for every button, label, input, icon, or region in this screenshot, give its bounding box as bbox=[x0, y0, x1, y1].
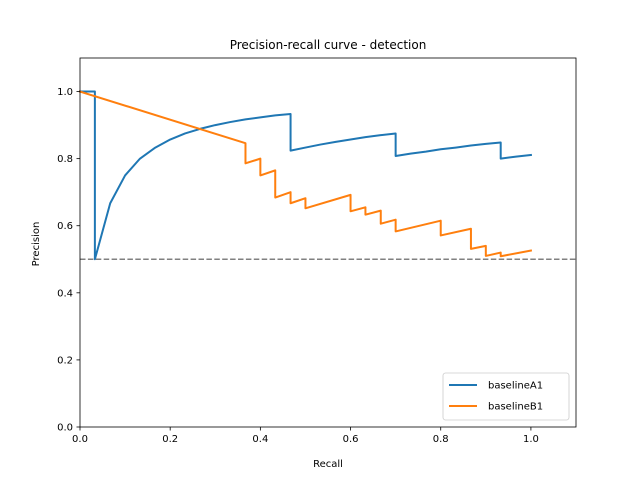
axis-ticks: 0.0 0.2 0.4 0.6 0.8 1.0 0.0 0.2 0.4 0.6 0.8 1.0 bbox=[57, 87, 539, 445]
x-tick-label: 1.0 bbox=[523, 434, 539, 445]
axes-frame bbox=[79, 57, 577, 428]
x-tick-label: 0.6 bbox=[343, 434, 359, 445]
y-tick-label: 0.6 bbox=[57, 221, 73, 232]
y-tick-label: 0.0 bbox=[57, 423, 73, 434]
x-tick-label: 0.2 bbox=[162, 434, 178, 445]
chart-title: Precision-recall curve - detection bbox=[230, 38, 427, 52]
x-tick-label: 0.8 bbox=[433, 434, 449, 445]
y-tick-label: 0.8 bbox=[57, 154, 73, 165]
series-line-baselineB1 bbox=[78, 90, 533, 258]
legend: baselineA1 baselineB1 bbox=[442, 372, 570, 421]
y-tick-label: 0.4 bbox=[57, 288, 73, 299]
legend-label-baselineA1: baselineA1 bbox=[488, 381, 543, 392]
x-tick-label: 0.4 bbox=[252, 434, 268, 445]
plot-area bbox=[78, 57, 577, 428]
x-tick-label: 0.0 bbox=[72, 434, 88, 445]
series-line-baselineA1 bbox=[79, 90, 533, 261]
x-axis-label: Recall bbox=[313, 459, 343, 470]
y-tick-label: 0.2 bbox=[57, 355, 73, 366]
legend-label-baselineB1: baselineB1 bbox=[488, 402, 543, 413]
y-axis-label: Precision bbox=[31, 222, 42, 267]
y-tick-label: 1.0 bbox=[57, 87, 73, 98]
